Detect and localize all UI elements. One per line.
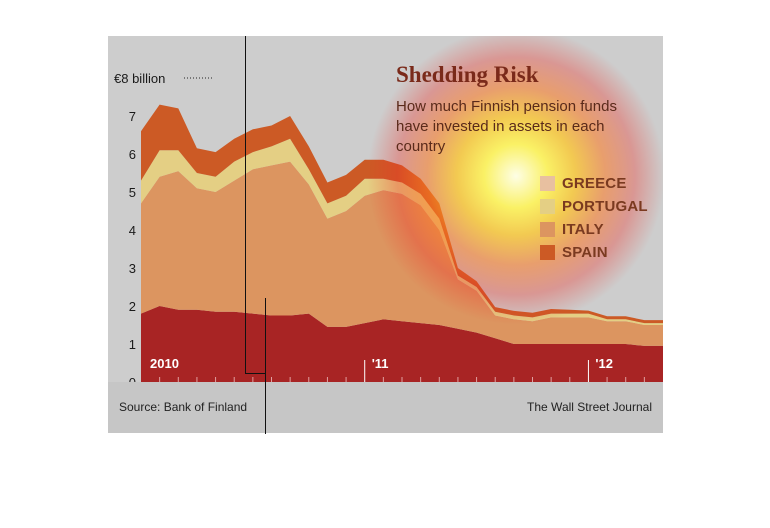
chart-figure: 01234567€8 billion 2010'11'12 Shedding R…: [108, 36, 663, 433]
y-tick-label: 4: [129, 223, 136, 238]
y-tick-label: 2: [129, 299, 136, 314]
legend-item-spain: SPAIN: [540, 241, 648, 264]
footer-background: [108, 382, 663, 433]
legend-swatch-greece: [540, 176, 555, 191]
legend-swatch-spain: [540, 245, 555, 260]
y-tick-label: 1: [129, 337, 136, 352]
annotation-marker-line: [245, 36, 246, 374]
x-tick-label: '12: [595, 356, 613, 371]
legend: GREECE PORTUGAL ITALY SPAIN: [540, 172, 648, 264]
y-unit-label: €8 billion: [114, 71, 165, 86]
annotation-marker-line: [265, 298, 266, 434]
legend-label-portugal: PORTUGAL: [562, 198, 648, 215]
source-note: Source: Bank of Finland: [119, 400, 248, 414]
y-tick-label: 3: [129, 261, 136, 276]
legend-item-italy: ITALY: [540, 218, 648, 241]
x-tick-label: 2010: [150, 356, 179, 371]
y-tick-label: 5: [129, 185, 136, 200]
legend-item-portugal: PORTUGAL: [540, 195, 648, 218]
chart-subtitle: How much Finnish pension funds have inve…: [396, 98, 617, 155]
legend-item-greece: GREECE: [540, 172, 648, 195]
legend-label-greece: GREECE: [562, 175, 627, 192]
legend-swatch-portugal: [540, 199, 555, 214]
chart-title: Shedding Risk: [396, 62, 539, 87]
publisher-credit: The Wall Street Journal: [527, 400, 652, 414]
x-tick-label: '11: [372, 356, 389, 371]
legend-label-italy: ITALY: [562, 221, 604, 238]
legend-label-spain: SPAIN: [562, 244, 608, 261]
area-series-base: [141, 306, 663, 382]
annotation-marker-tick: [245, 373, 265, 374]
y-tick-label: 6: [129, 147, 136, 162]
y-tick-label: 7: [129, 109, 136, 124]
legend-swatch-italy: [540, 222, 555, 237]
